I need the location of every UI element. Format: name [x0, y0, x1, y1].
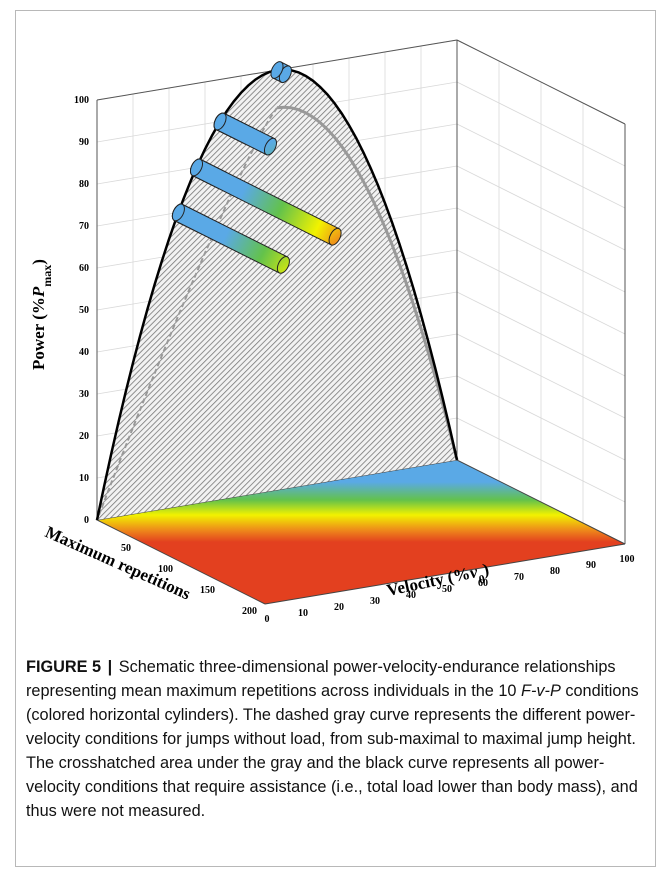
caption-label: FIGURE 5 [26, 658, 102, 676]
y-tick-label: 90 [79, 137, 89, 148]
tick-layer: 0 10 20 30 40 50 60 70 80 90 100 0 10 20 30 40 50 60 70 80 9… [74, 95, 635, 625]
assisted-region-hatch [97, 69, 457, 520]
z-tick-label: 50 [121, 543, 131, 554]
figure-caption: FIGURE 5 | Schematic three-dimensional p… [26, 655, 644, 823]
y-tick-label: 30 [79, 389, 89, 400]
x-tick-label: 0 [265, 614, 270, 625]
x-tick-label: 50 [442, 584, 452, 595]
y-tick-label: 20 [79, 431, 89, 442]
x-tick-label: 70 [514, 572, 524, 583]
gray-curve-dashed [96, 107, 278, 521]
z-tick-label: 150 [200, 585, 215, 596]
cylinder-layer [171, 61, 342, 274]
x-tick-label: 10 [298, 608, 308, 619]
y-tick-label: 60 [79, 263, 89, 274]
chart-3d: 0 10 20 30 40 50 60 70 80 90 100 0 10 20 30 40 50 60 70 80 9… [29, 39, 635, 625]
floor-gradient [97, 460, 625, 604]
x-tick-label: 40 [406, 590, 416, 601]
x-tick-label: 30 [370, 596, 380, 607]
y-tick-label: 10 [79, 473, 89, 484]
x-tick-label: 100 [620, 554, 635, 565]
cylinder-cap [213, 112, 227, 131]
caption-text-1: Schematic three-dimensional power-veloci… [26, 658, 616, 700]
x-tick-label: 80 [550, 566, 560, 577]
cylinder-cap [276, 256, 290, 274]
y-tick-label: 100 [74, 95, 89, 106]
z-tick-label: 200 [242, 606, 257, 617]
z-tick-label: 100 [158, 564, 173, 575]
frame-edge [456, 39, 626, 125]
cylinder-cap [189, 158, 204, 177]
y-tick-label: 40 [79, 347, 89, 358]
surface-layer [95, 68, 459, 521]
cylinder-cap [270, 61, 284, 79]
gray-curve [276, 105, 459, 461]
y-tick-label: 80 [79, 179, 89, 190]
x-tick-label: 20 [334, 602, 344, 613]
caption-separator: | [107, 658, 113, 676]
y-tick-label: 50 [79, 305, 89, 316]
cylinder-cap [171, 203, 185, 222]
cylinder-cap [328, 227, 342, 246]
caption-text-2: conditions (colored horizontal cylinders… [26, 682, 639, 820]
y-tick-label: 0 [84, 515, 89, 526]
cylinder-cap [263, 137, 278, 156]
caption-fvp: F-v-P [521, 682, 561, 700]
floor-front-edge [264, 543, 626, 605]
y-axis-title: Power (%Pmax) [29, 259, 54, 370]
x-tick-label: 90 [586, 560, 596, 571]
y-tick-label: 70 [79, 221, 89, 232]
x-tick-label: 60 [478, 578, 488, 589]
